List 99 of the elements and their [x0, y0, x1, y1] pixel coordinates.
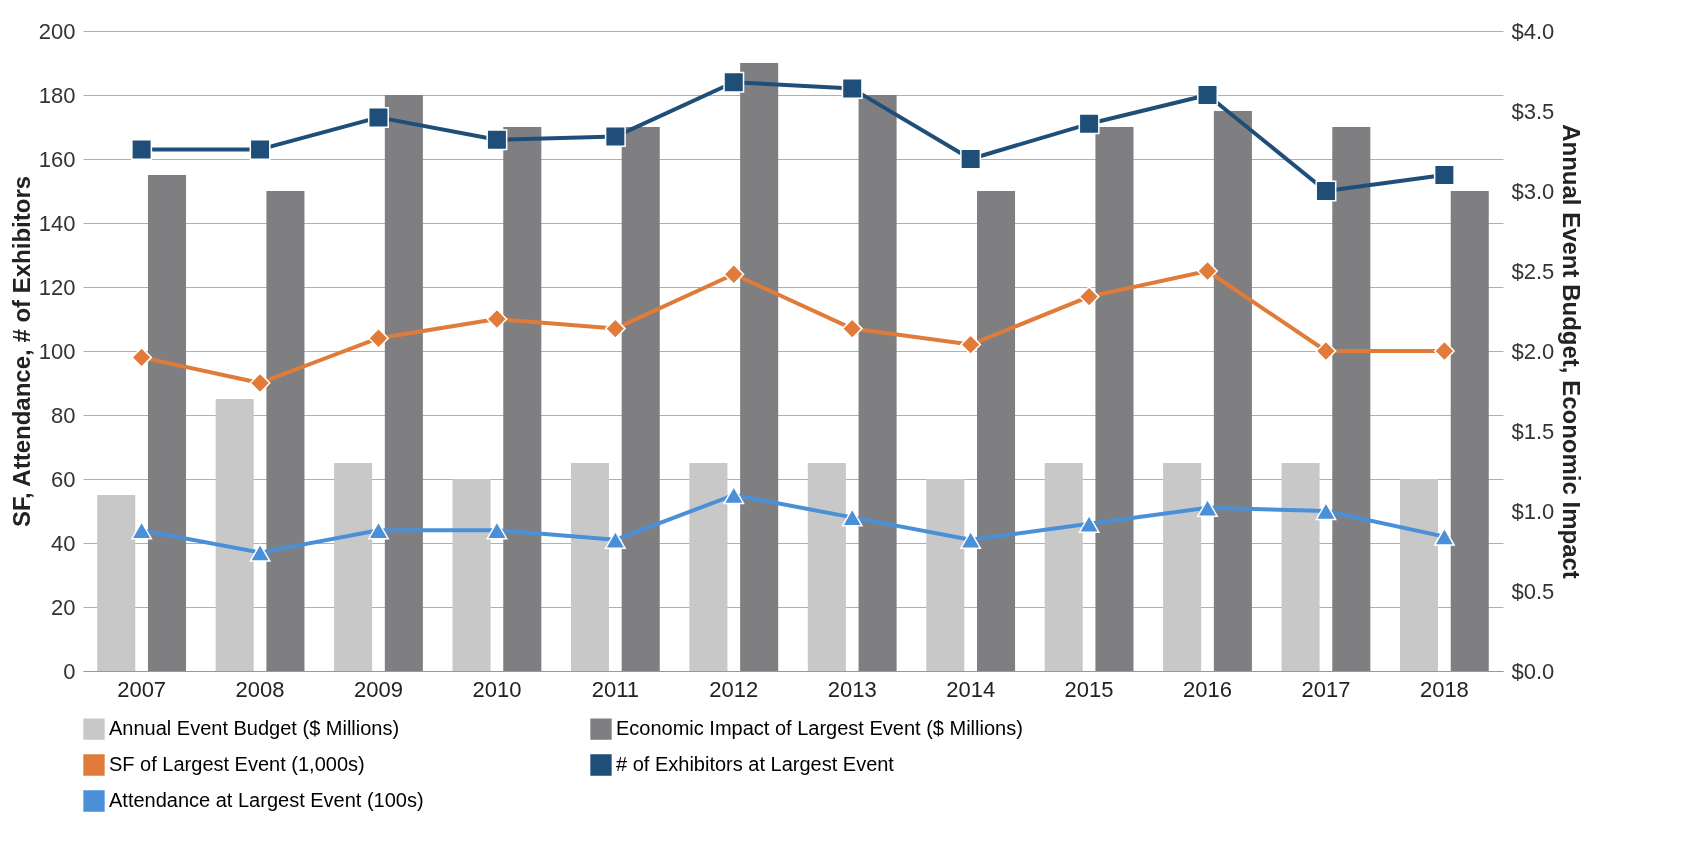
point — [131, 138, 153, 160]
point — [723, 71, 745, 93]
y-tick-label: 160 — [38, 146, 76, 172]
point — [841, 78, 863, 100]
y2-tick-label: $0.0 — [1511, 658, 1555, 684]
point — [604, 318, 626, 340]
bar — [621, 127, 660, 671]
point — [249, 138, 271, 160]
y-tick-label: 40 — [51, 530, 76, 556]
y2-axis-title: Annual Event Budget, Economic Impact — [1558, 124, 1586, 579]
point — [960, 530, 982, 549]
bar — [740, 63, 779, 671]
point — [367, 521, 389, 540]
point — [723, 263, 745, 285]
point — [131, 521, 153, 540]
y-tick-label: 120 — [38, 274, 76, 300]
bar — [689, 463, 728, 671]
bar — [1399, 479, 1439, 671]
bar — [807, 463, 846, 671]
bar — [503, 127, 542, 671]
bar — [1095, 127, 1134, 671]
bar — [452, 479, 491, 671]
bar — [334, 463, 373, 671]
point — [367, 106, 389, 128]
bar — [384, 95, 423, 671]
point — [1078, 113, 1100, 135]
bar — [1163, 463, 1202, 671]
point — [1315, 501, 1337, 521]
x-tick-label: 2007 — [117, 676, 167, 702]
y-tick-label: 0 — [63, 658, 76, 684]
point — [131, 346, 153, 368]
y2-tick-label: $3.5 — [1511, 98, 1555, 124]
bar — [858, 95, 897, 671]
y2-tick-label: $3.0 — [1511, 178, 1555, 204]
x-tick-label: 2018 — [1419, 676, 1469, 702]
point — [1315, 340, 1337, 362]
bar — [1213, 111, 1252, 671]
x-tick-label: 2014 — [946, 676, 996, 702]
point — [841, 318, 863, 340]
point — [1078, 514, 1100, 533]
bar — [1044, 463, 1083, 671]
point — [249, 543, 271, 562]
point — [367, 327, 389, 349]
x-tick-label: 2012 — [709, 676, 759, 702]
bar — [266, 191, 305, 671]
bar — [976, 191, 1016, 671]
y2-tick-label: $2.0 — [1511, 338, 1555, 364]
x-tick-label: 2017 — [1301, 676, 1351, 702]
y2-tick-label: $1.5 — [1511, 418, 1555, 444]
x-tick-label: 2015 — [1064, 676, 1114, 702]
x-tick-label: 2016 — [1183, 676, 1232, 702]
y2-tick-label: $1.0 — [1511, 498, 1555, 524]
y2-tick-label: $0.5 — [1511, 578, 1555, 604]
point — [1433, 527, 1455, 546]
legend-label: Attendance at Largest Event (100s) — [109, 789, 424, 811]
bar — [1281, 463, 1320, 671]
bar — [147, 175, 187, 671]
point — [1433, 164, 1455, 186]
y-tick-label: 80 — [51, 402, 76, 428]
point — [486, 521, 508, 540]
bar — [1450, 191, 1489, 671]
y-tick-label: 20 — [51, 594, 76, 620]
y2-tick-label: $4.0 — [1511, 18, 1555, 44]
y2-tick-label: $2.5 — [1511, 258, 1555, 284]
y-tick-label: 60 — [51, 466, 76, 492]
point — [604, 126, 626, 148]
point — [1197, 84, 1219, 106]
x-tick-label: 2010 — [472, 676, 522, 702]
point — [841, 508, 863, 527]
y-tick-label: 100 — [38, 338, 76, 364]
point — [486, 129, 508, 151]
bar — [215, 399, 254, 671]
bar — [1332, 127, 1371, 671]
x-tick-label: 2008 — [235, 676, 285, 702]
x-tick-label: 2013 — [827, 676, 877, 702]
point — [723, 485, 745, 505]
bar — [926, 479, 965, 671]
point — [1315, 180, 1337, 202]
point — [1197, 260, 1219, 282]
bar — [97, 495, 136, 671]
bar — [570, 463, 610, 671]
y-tick-label: 180 — [38, 82, 76, 108]
point — [604, 530, 626, 549]
point — [1078, 286, 1100, 308]
legend-label: Annual Event Budget ($ Millions) — [109, 717, 400, 740]
legend-label: Economic Impact of Largest Event ($ Millions) — [616, 717, 1023, 740]
point — [486, 308, 508, 330]
x-tick-label: 2011 — [591, 676, 640, 702]
y-tick-label: 140 — [38, 210, 76, 236]
point — [1197, 498, 1219, 517]
point — [960, 148, 982, 170]
point — [249, 372, 271, 394]
y-tick-label: 200 — [38, 18, 76, 44]
x-tick-label: 2009 — [354, 676, 403, 702]
y-axis-title: SF, Attendance, # of Exhibitors — [7, 175, 35, 528]
legend-label: SF of Largest Event (1,000s) — [109, 753, 365, 775]
legend-label: # of Exhibitors at Largest Event — [616, 753, 895, 775]
point — [1433, 340, 1455, 362]
point — [960, 334, 982, 356]
